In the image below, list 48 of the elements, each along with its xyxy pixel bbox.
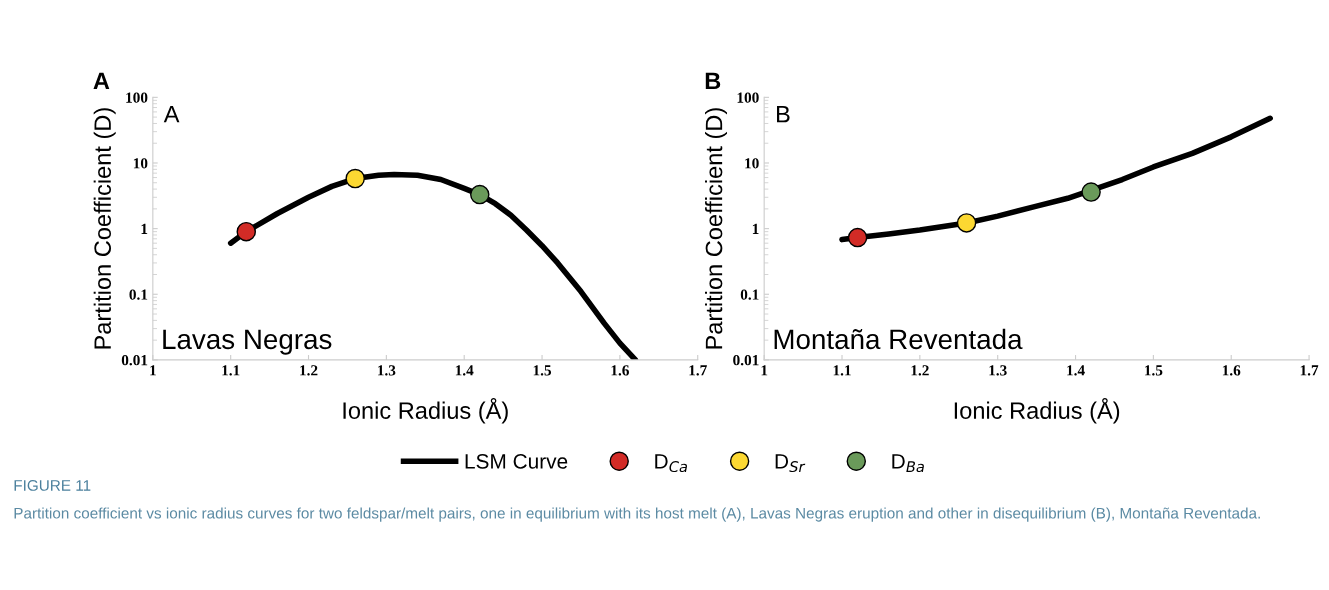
x-tick-label: 1.5 [533, 365, 552, 376]
x-tick-label: 1.2 [911, 365, 929, 376]
x-tick-label: 1.5 [1145, 365, 1163, 376]
point [345, 168, 365, 189]
annotation: B [777, 106, 790, 123]
point [956, 213, 977, 233]
x-tick-label: 1.4 [455, 365, 474, 376]
point [470, 184, 490, 205]
y-tick-label: 100 [126, 92, 148, 103]
chart-title: A [93, 72, 110, 90]
x-tick-label: 1 [150, 365, 156, 376]
y-tick-label: 10 [745, 158, 759, 169]
y-tick-label: 100 [737, 92, 759, 103]
x-tick-label: 1.4 [1067, 365, 1085, 376]
x-tick-label: 1.1 [833, 365, 851, 376]
legend-label: LSM Curve [465, 453, 568, 469]
x-tick-label: 1.7 [689, 365, 707, 376]
point [236, 221, 256, 242]
legend-label: D$_{Sr}$ [775, 454, 806, 473]
y-tick-label: 1 [752, 223, 759, 234]
annotation: A [163, 106, 180, 123]
x-tick-label: 1.1 [222, 365, 240, 376]
x-tick-label: 1.3 [989, 365, 1007, 376]
legend-label: D$_{Ba}$ [892, 454, 924, 473]
x-tick-label: 1.6 [1222, 365, 1241, 376]
y-axis-title: Partition Coefficient (D) [93, 108, 116, 349]
point [847, 227, 868, 248]
y-tick-label: 1 [141, 223, 148, 234]
legend-label: D$_{Ca}$ [655, 454, 687, 473]
caption: FIGURE 11 [14, 480, 91, 491]
annotation: Montaña Reventada [774, 328, 1023, 350]
annotation: Lavas Negras [163, 329, 332, 355]
y-tick-label: 0.1 [740, 289, 759, 300]
y-tick-label: 0.01 [733, 355, 759, 366]
x-tick-label: 1 [761, 365, 768, 376]
x-axis-title: Ionic Radius (Å) [954, 398, 1120, 424]
point [1081, 182, 1101, 202]
x-tick-label: 1.2 [300, 365, 318, 376]
y-axis-title: Partition Coefficient (D) [705, 108, 728, 349]
x-tick-label: 1.6 [611, 365, 629, 376]
chart-title: B [705, 72, 721, 90]
x-tick-label: 1.7 [1300, 365, 1319, 376]
y-tick-label: 10 [133, 158, 148, 169]
x-tick-label: 1.3 [378, 365, 396, 376]
text: Partition coefficient vs ionic radius curves for two feldspar/melt pairs, one in equilibrium with its host melt (A), Lavas Negras eruption and other in disequilibrium (B), Montaña Reventada. [14, 507, 1260, 522]
y-tick-label: 0.1 [129, 289, 148, 300]
y-tick-label: 0.01 [121, 355, 148, 366]
x-axis-title: Ionic Radius (Å) [343, 398, 508, 424]
